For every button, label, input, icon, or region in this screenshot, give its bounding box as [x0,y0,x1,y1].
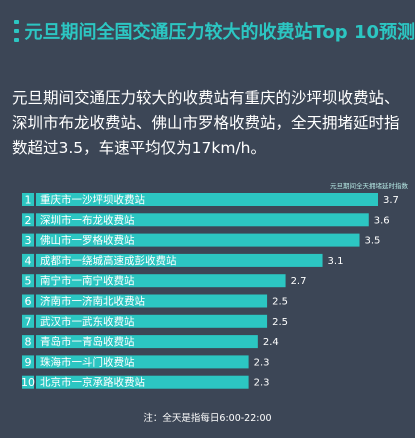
rank-number: 7 [25,315,32,328]
value-label: 2.3 [254,378,270,389]
value-label: 3.5 [365,236,381,247]
rank-box [22,355,34,369]
rank-number: 5 [25,275,32,288]
value-label: 3.6 [374,215,390,226]
menu-lines-icon [14,20,19,42]
rank-box [22,335,34,349]
page-title: 元旦期间全国交通压力较大的收费站Top 10预测 [24,22,415,43]
rank-number: 3 [25,234,32,247]
bar [36,294,268,308]
bar [36,253,323,267]
rank-box [22,294,34,308]
header-banner: 元旦期间全国交通压力较大的收费站Top 10预测 [0,0,415,62]
footnote: 注：全天是指每日6:00-22:00 [143,413,272,424]
bar [36,355,249,369]
category-label: 佛山市一罗格收费站 [40,234,135,247]
rank-number: 4 [25,254,32,267]
category-label: 珠海市一斗门收费站 [40,355,135,368]
rank-number: 1 [25,194,32,207]
rank-number: 10 [21,376,35,389]
rank-number: 8 [25,336,32,349]
intro-paragraph: 元旦期间交通压力较大的收费站有重庆的沙坪坝收费站、深圳市布龙收费站、佛山市罗格收… [12,89,400,157]
bar [36,335,258,349]
value-label: 3.7 [383,195,399,206]
category-label: 深圳市一布龙收费站 [40,213,135,226]
rank-box [22,193,34,206]
category-label: 南宁市一南宁收费站 [40,274,135,287]
rank-box [22,233,34,247]
bar [36,314,268,328]
bar [36,233,360,247]
value-label: 3.1 [328,256,344,267]
rank-box [22,314,34,328]
category-label: 济南市一济南北收费站 [40,295,145,308]
value-label: 2.7 [291,276,307,287]
rank-number: 6 [25,295,32,308]
rank-box [22,213,34,227]
rank-box [22,253,34,267]
bar [36,213,369,227]
value-label: 2.3 [254,357,270,368]
value-label: 2.4 [263,337,279,348]
rank-box [22,274,34,288]
category-label: 武汉市一武东收费站 [40,315,135,328]
rank-box [22,375,34,389]
bar [36,274,286,288]
category-label: 重庆市一沙坪坝收费站 [40,193,145,206]
category-label: 青岛市一青岛收费站 [40,335,135,348]
category-label: 北京市一京承路收费站 [40,376,145,389]
value-label: 2.5 [272,317,288,328]
value-label: 2.5 [272,297,288,308]
bar [36,375,249,389]
chart-legend: 元旦期间全天拥堵延时指数 [330,182,408,190]
rank-number: 9 [25,356,32,369]
category-label: 成都市一绕城高速成彭收费站 [40,254,177,267]
bar [36,193,378,206]
rank-number: 2 [25,214,32,227]
